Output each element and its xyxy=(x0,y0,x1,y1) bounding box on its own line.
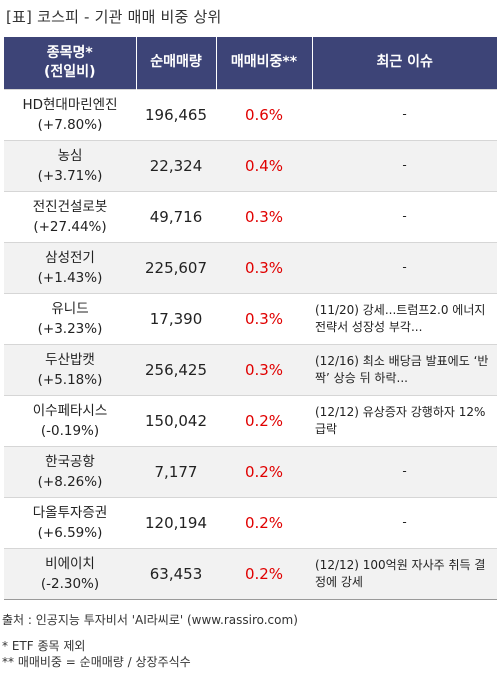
recent-issue-cell: (12/12) 유상증자 강행하자 12% 급락 xyxy=(312,394,497,446)
recent-issue-cell: (12/16) 최소 배당금 발표에도 ‘반짝’ 상승 뒤 하락... xyxy=(312,343,497,395)
net-volume: 225,607 xyxy=(136,241,216,293)
net-volume: 49,716 xyxy=(136,190,216,242)
stock-name: 두산밥캣 xyxy=(45,351,95,368)
net-volume: 7,177 xyxy=(136,445,216,497)
recent-issue-cell: (12/12) 100억원 자사주 취득 결정에 강세 xyxy=(312,547,497,600)
net-volume: 63,453 xyxy=(136,547,216,600)
recent-issue: - xyxy=(402,515,407,529)
institution-trading-table: 종목명* (전일비) 순매매량 매매비중** 최근 이슈 HD현대마린엔진 (+7… xyxy=(4,37,497,600)
table-row: 다올투자증권 (+6.59%) 120,194 0.2% - xyxy=(4,496,497,548)
stock-name: 한국공항 xyxy=(45,453,95,470)
footnote-etf: * ETF 종목 제외 xyxy=(2,639,86,653)
recent-issue-cell: - xyxy=(312,496,497,548)
stock-change: (+27.44%) xyxy=(33,218,107,235)
net-volume: 120,194 xyxy=(136,496,216,548)
stock-change: (-2.30%) xyxy=(40,575,100,592)
stock-name: 다올투자증권 xyxy=(32,504,108,521)
recent-issue-cell: - xyxy=(312,139,497,191)
table-header-row: 종목명* (전일비) 순매매량 매매비중** 최근 이슈 xyxy=(4,37,497,89)
recent-issue-cell: (11/20) 강세...트럼프2.0 에너지 전략서 성장성 부각... xyxy=(312,292,497,344)
recent-issue: (12/12) 100억원 자사주 취득 결정에 강세 xyxy=(315,557,486,589)
table-row: 두산밥캣 (+5.18%) 256,425 0.3% (12/16) 최소 배당금 발표… xyxy=(4,343,497,395)
recent-issue-cell: - xyxy=(312,445,497,497)
stock-change: (+1.43%) xyxy=(37,269,103,286)
table-row: HD현대마린엔진 (+7.80%) 196,465 0.6% - xyxy=(4,88,497,140)
trade-ratio: 0.3% xyxy=(216,343,312,395)
recent-issue: (12/16) 최소 배당금 발표에도 ‘반짝’ 상승 뒤 하락... xyxy=(315,353,489,385)
trade-ratio: 0.2% xyxy=(216,445,312,497)
recent-issue-cell: - xyxy=(312,241,497,293)
footnote-ratio: ** 매매비중 = 순매매량 / 상장주식수 xyxy=(2,655,191,669)
trade-ratio: 0.4% xyxy=(216,139,312,191)
stock-change: (+5.18%) xyxy=(37,371,103,388)
recent-issue-cell: - xyxy=(312,88,497,140)
stock-change: (+3.71%) xyxy=(37,167,103,184)
stock-change: (-0.19%) xyxy=(40,422,100,439)
table-body: HD현대마린엔진 (+7.80%) 196,465 0.6% - 농심 (+3.71%) 22… xyxy=(4,88,497,600)
net-volume: 22,324 xyxy=(136,139,216,191)
stock-change: (+8.26%) xyxy=(37,473,103,490)
recent-issue: - xyxy=(402,209,407,223)
recent-issue: - xyxy=(402,464,407,478)
header-volume: 순매매량 xyxy=(136,37,217,89)
net-volume: 150,042 xyxy=(136,394,216,446)
net-volume: 256,425 xyxy=(136,343,216,395)
table-row: 비에이치 (-2.30%) 63,453 0.2% (12/12) 100억원 자사주 … xyxy=(4,547,497,600)
stock-name-cell: HD현대마린엔진 (+7.80%) xyxy=(4,88,136,140)
table-row: 전진건설로봇 (+27.44%) 49,716 0.3% - xyxy=(4,190,497,242)
recent-issue-cell: - xyxy=(312,190,497,242)
table-row: 삼성전기 (+1.43%) 225,607 0.3% - xyxy=(4,241,497,293)
stock-name-cell: 한국공항 (+8.26%) xyxy=(4,445,136,497)
stock-name-cell: 농심 (+3.71%) xyxy=(4,139,136,191)
stock-name-cell: 삼성전기 (+1.43%) xyxy=(4,241,136,293)
recent-issue: - xyxy=(402,107,407,121)
stock-name: 유니드 xyxy=(51,300,89,317)
stock-name-cell: 비에이치 (-2.30%) xyxy=(4,547,136,600)
table-row: 유니드 (+3.23%) 17,390 0.3% (11/20) 강세...트럼프2.0… xyxy=(4,292,497,344)
recent-issue: (11/20) 강세...트럼프2.0 에너지 전략서 성장성 부각... xyxy=(315,302,486,334)
net-volume: 196,465 xyxy=(136,88,216,140)
trade-ratio: 0.2% xyxy=(216,394,312,446)
trade-ratio: 0.2% xyxy=(216,496,312,548)
header-name-line2: (전일비) xyxy=(44,63,96,80)
header-name-line1: 종목명* xyxy=(46,44,93,61)
stock-name: 전진건설로봇 xyxy=(32,198,108,215)
stock-change: (+7.80%) xyxy=(37,116,103,133)
header-issue: 최근 이슈 xyxy=(312,37,497,89)
header-ratio: 매매비중** xyxy=(216,37,313,89)
stock-name-cell: 이수페타시스 (-0.19%) xyxy=(4,394,136,446)
stock-change: (+3.23%) xyxy=(37,320,103,337)
trade-ratio: 0.3% xyxy=(216,190,312,242)
trade-ratio: 0.3% xyxy=(216,292,312,344)
header-name: 종목명* (전일비) xyxy=(4,37,137,89)
trade-ratio: 0.2% xyxy=(216,547,312,600)
recent-issue: (12/12) 유상증자 강행하자 12% 급락 xyxy=(315,404,486,436)
table-row: 농심 (+3.71%) 22,324 0.4% - xyxy=(4,139,497,191)
stock-name: 삼성전기 xyxy=(45,249,95,266)
recent-issue: - xyxy=(402,260,407,274)
net-volume: 17,390 xyxy=(136,292,216,344)
stock-name-cell: 전진건설로봇 (+27.44%) xyxy=(4,190,136,242)
trade-ratio: 0.6% xyxy=(216,88,312,140)
stock-change: (+6.59%) xyxy=(37,524,103,541)
stock-name-cell: 두산밥캣 (+5.18%) xyxy=(4,343,136,395)
stock-name: 이수페타시스 xyxy=(32,402,108,419)
stock-name-cell: 유니드 (+3.23%) xyxy=(4,292,136,344)
stock-name: 농심 xyxy=(57,147,83,164)
stock-name-cell: 다올투자증권 (+6.59%) xyxy=(4,496,136,548)
table-row: 한국공항 (+8.26%) 7,177 0.2% - xyxy=(4,445,497,497)
recent-issue: - xyxy=(402,158,407,172)
trade-ratio: 0.3% xyxy=(216,241,312,293)
stock-name: 비에이치 xyxy=(45,555,95,572)
stock-name: HD현대마린엔진 xyxy=(22,96,118,113)
source-note: 출처 : 인공지능 투자비서 'AI라씨로' (www.rassiro.com) xyxy=(2,613,298,627)
page-title: [표] 코스피 - 기관 매매 비중 상위 xyxy=(6,8,222,26)
table-row: 이수페타시스 (-0.19%) 150,042 0.2% (12/12) 유상증자 강행… xyxy=(4,394,497,446)
